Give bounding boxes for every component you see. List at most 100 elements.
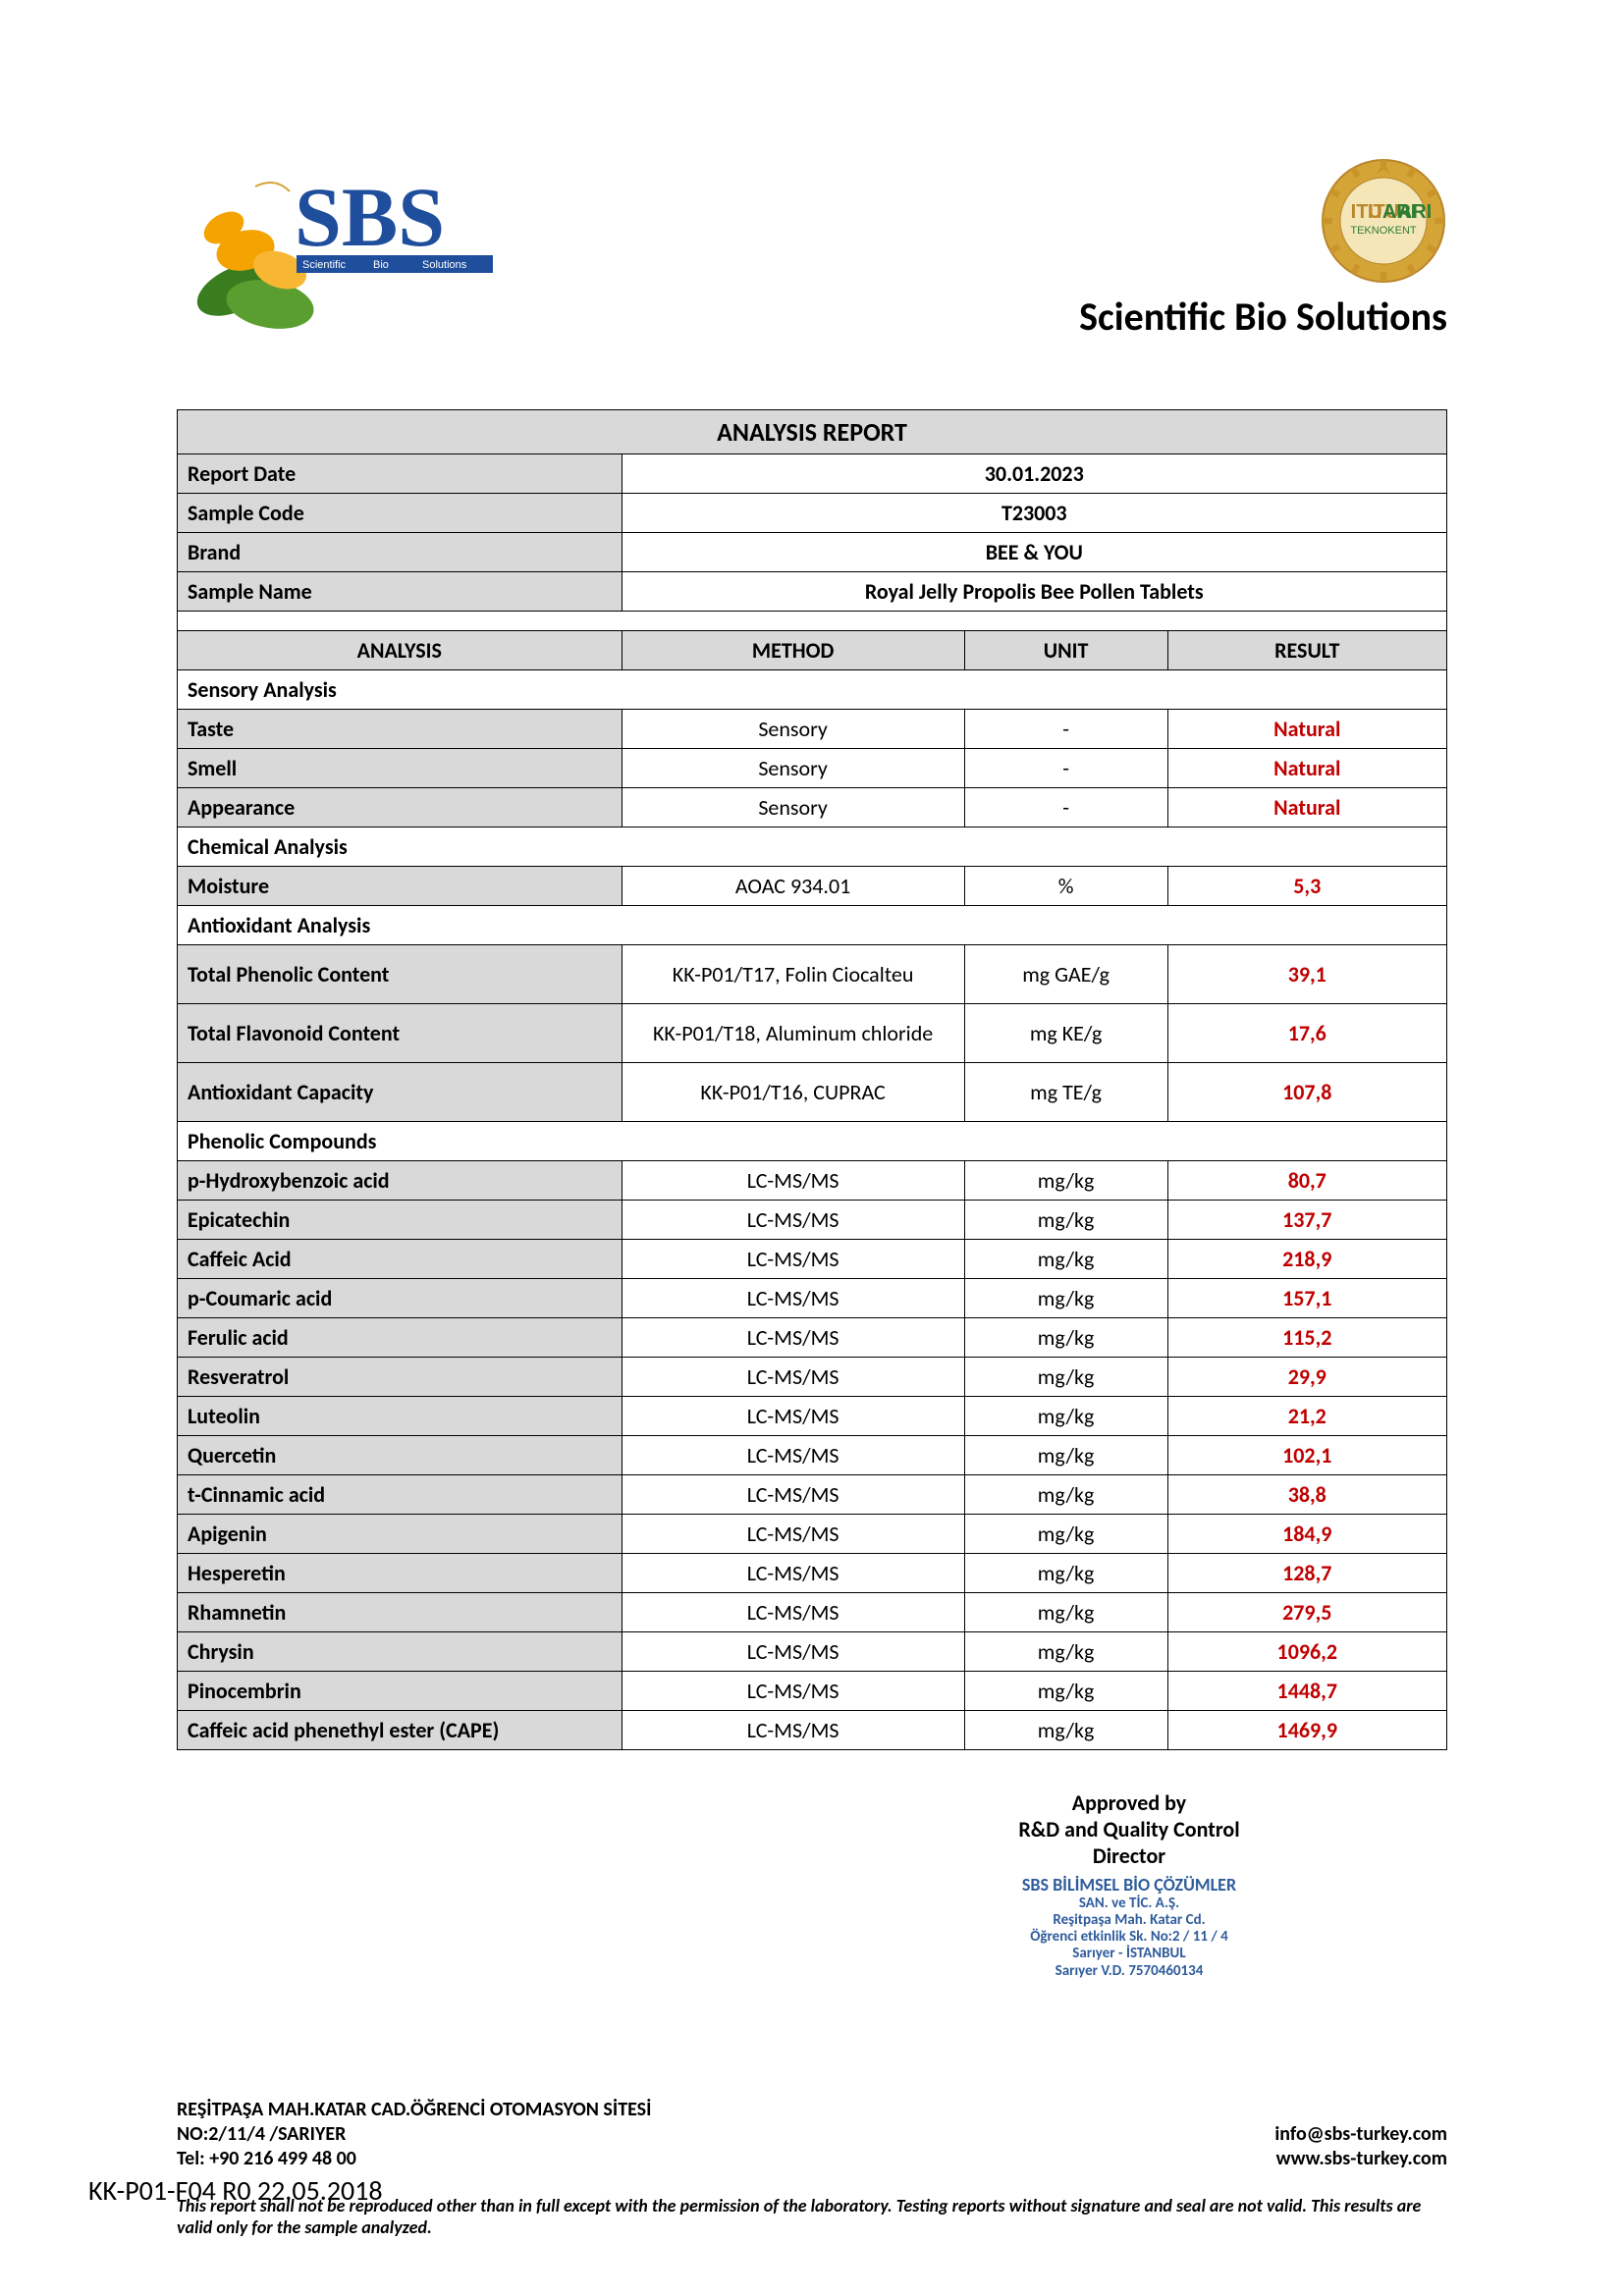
- result-cell: 38,8: [1167, 1475, 1446, 1515]
- result-cell: 1096,2: [1167, 1632, 1446, 1672]
- table-row: ChrysinLC-MS/MSmg/kg1096,2: [178, 1632, 1447, 1672]
- table-row: QuercetinLC-MS/MSmg/kg102,1: [178, 1436, 1447, 1475]
- unit-cell: mg/kg: [964, 1436, 1167, 1475]
- table-row: MoistureAOAC 934.01%5,3: [178, 867, 1447, 906]
- analysis-cell: Appearance: [178, 788, 623, 828]
- analysis-cell: Chrysin: [178, 1632, 623, 1672]
- unit-cell: mg/kg: [964, 1475, 1167, 1515]
- sbs-logo: SBS Scientific Bio Solutions: [177, 157, 511, 334]
- table-row: AppearanceSensory-Natural: [178, 788, 1447, 828]
- method-cell: Sensory: [622, 710, 964, 749]
- result-cell: 137,7: [1167, 1201, 1446, 1240]
- unit-cell: %: [964, 867, 1167, 906]
- analysis-cell: Caffeic acid phenethyl ester (CAPE): [178, 1711, 623, 1750]
- footer-tel: Tel: +90 216 499 48 00: [177, 2147, 651, 2171]
- result-cell: 1469,9: [1167, 1711, 1446, 1750]
- unit-cell: mg/kg: [964, 1672, 1167, 1711]
- result-cell: 29,9: [1167, 1358, 1446, 1397]
- info-label: Brand: [178, 533, 623, 572]
- table-row: Caffeic AcidLC-MS/MSmg/kg218,9: [178, 1240, 1447, 1279]
- unit-cell: mg/kg: [964, 1318, 1167, 1358]
- result-cell: 115,2: [1167, 1318, 1446, 1358]
- unit-cell: mg/kg: [964, 1358, 1167, 1397]
- table-row: Total Phenolic ContentKK-P01/T17, Folin …: [178, 945, 1447, 1004]
- unit-cell: mg/kg: [964, 1201, 1167, 1240]
- method-cell: LC-MS/MS: [622, 1161, 964, 1201]
- method-cell: LC-MS/MS: [622, 1593, 964, 1632]
- table-row: ResveratrolLC-MS/MSmg/kg29,9: [178, 1358, 1447, 1397]
- unit-cell: -: [964, 710, 1167, 749]
- result-cell: 279,5: [1167, 1593, 1446, 1632]
- svg-text:ITUARI: ITUARI: [1351, 201, 1417, 223]
- analysis-cell: Resveratrol: [178, 1358, 623, 1397]
- unit-cell: mg/kg: [964, 1593, 1167, 1632]
- report-title: ANALYSIS REPORT: [178, 410, 1447, 454]
- table-row: Antioxidant CapacityKK-P01/T16, CUPRACmg…: [178, 1063, 1447, 1122]
- method-cell: KK-P01/T16, CUPRAC: [622, 1063, 964, 1122]
- section-title: Phenolic Compounds: [178, 1122, 1447, 1161]
- method-cell: LC-MS/MS: [622, 1201, 964, 1240]
- header: SBS Scientific Bio Solutions: [177, 157, 1447, 341]
- footer-address1: REŞİTPAŞA MAH.KATAR CAD.ÖĞRENCİ OTOMASYO…: [177, 2098, 651, 2122]
- svg-text:TEKNOKENT: TEKNOKENT: [1350, 225, 1417, 237]
- table-row: RhamnetinLC-MS/MSmg/kg279,5: [178, 1593, 1447, 1632]
- result-cell: 39,1: [1167, 945, 1446, 1004]
- document-code: KK-P01-F04 R0 22.05.2018: [88, 2173, 383, 2208]
- unit-cell: mg/kg: [964, 1554, 1167, 1593]
- table-row: p-Coumaric acidLC-MS/MSmg/kg157,1: [178, 1279, 1447, 1318]
- approval-block: Approved by R&D and Quality Control Dire…: [923, 1789, 1335, 1980]
- unit-cell: mg/kg: [964, 1161, 1167, 1201]
- unit-cell: -: [964, 749, 1167, 788]
- analysis-cell: Hesperetin: [178, 1554, 623, 1593]
- method-cell: AOAC 934.01: [622, 867, 964, 906]
- unit-cell: mg/kg: [964, 1240, 1167, 1279]
- result-cell: 21,2: [1167, 1397, 1446, 1436]
- table-row: HesperetinLC-MS/MSmg/kg128,7: [178, 1554, 1447, 1593]
- unit-cell: mg/kg: [964, 1632, 1167, 1672]
- footer: REŞİTPAŞA MAH.KATAR CAD.ÖĞRENCİ OTOMASYO…: [177, 2098, 1447, 2171]
- method-cell: LC-MS/MS: [622, 1515, 964, 1554]
- analysis-cell: Total Phenolic Content: [178, 945, 623, 1004]
- table-row: TasteSensory-Natural: [178, 710, 1447, 749]
- result-cell: 5,3: [1167, 867, 1446, 906]
- unit-cell: mg/kg: [964, 1397, 1167, 1436]
- info-label: Report Date: [178, 454, 623, 494]
- analysis-report-table: ANALYSIS REPORT Report Date30.01.2023Sam…: [177, 409, 1447, 1750]
- analysis-cell: p-Coumaric acid: [178, 1279, 623, 1318]
- method-cell: LC-MS/MS: [622, 1397, 964, 1436]
- unit-cell: mg/kg: [964, 1279, 1167, 1318]
- method-cell: LC-MS/MS: [622, 1240, 964, 1279]
- analysis-cell: p-Hydroxybenzoic acid: [178, 1161, 623, 1201]
- method-cell: Sensory: [622, 749, 964, 788]
- info-label: Sample Name: [178, 572, 623, 612]
- analysis-cell: Pinocembrin: [178, 1672, 623, 1711]
- result-cell: 218,9: [1167, 1240, 1446, 1279]
- footer-email: info@sbs-turkey.com: [1274, 2122, 1447, 2147]
- method-cell: LC-MS/MS: [622, 1672, 964, 1711]
- table-row: p-Hydroxybenzoic acidLC-MS/MSmg/kg80,7: [178, 1161, 1447, 1201]
- info-value: BEE & YOU: [622, 533, 1446, 572]
- unit-cell: mg/kg: [964, 1711, 1167, 1750]
- result-cell: 80,7: [1167, 1161, 1446, 1201]
- method-cell: KK-P01/T17, Folin Ciocalteu: [622, 945, 964, 1004]
- section-title: Antioxidant Analysis: [178, 906, 1447, 945]
- analysis-cell: Rhamnetin: [178, 1593, 623, 1632]
- method-cell: KK-P01/T18, Aluminum chloride: [622, 1004, 964, 1063]
- method-cell: LC-MS/MS: [622, 1358, 964, 1397]
- table-row: PinocembrinLC-MS/MSmg/kg1448,7: [178, 1672, 1447, 1711]
- result-cell: Natural: [1167, 749, 1446, 788]
- unit-cell: mg GAE/g: [964, 945, 1167, 1004]
- unit-cell: mg KE/g: [964, 1004, 1167, 1063]
- result-cell: 157,1: [1167, 1279, 1446, 1318]
- method-cell: LC-MS/MS: [622, 1318, 964, 1358]
- result-cell: 107,8: [1167, 1063, 1446, 1122]
- analysis-cell: Quercetin: [178, 1436, 623, 1475]
- analysis-cell: Epicatechin: [178, 1201, 623, 1240]
- unit-cell: mg TE/g: [964, 1063, 1167, 1122]
- method-cell: LC-MS/MS: [622, 1475, 964, 1515]
- svg-text:Bio: Bio: [373, 259, 389, 271]
- table-row: Total Flavonoid ContentKK-P01/T18, Alumi…: [178, 1004, 1447, 1063]
- info-value: T23003: [622, 494, 1446, 533]
- analysis-cell: Moisture: [178, 867, 623, 906]
- col-result: RESULT: [1167, 631, 1446, 670]
